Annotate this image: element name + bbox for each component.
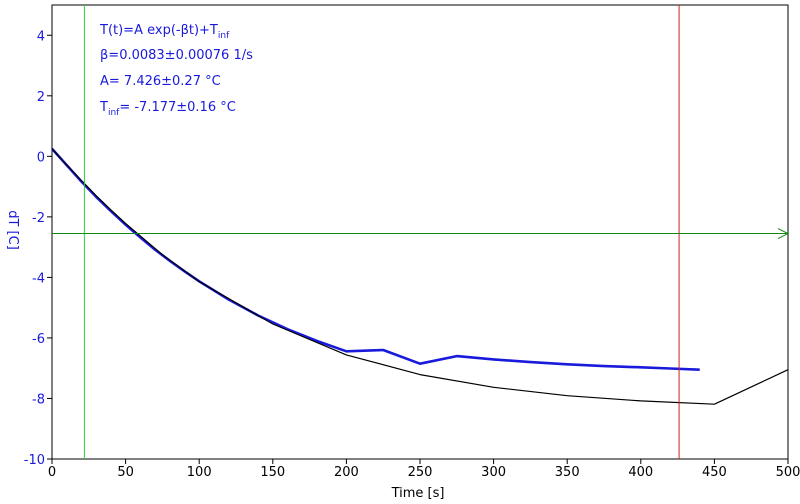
cursor-layer	[52, 5, 790, 459]
y-tick-label: -6	[32, 332, 45, 347]
fit-series-line	[51, 148, 789, 405]
svg-text:T(t)=A exp(-βt)+Tinf: T(t)=A exp(-βt)+Tinf	[99, 23, 230, 41]
x-tick-label: 400	[628, 465, 653, 480]
x-tick-label: 450	[702, 465, 727, 480]
y-axis: 4 2 0 -2 -4 -6 -8 -10	[24, 29, 52, 468]
x-tick-label: 500	[776, 465, 800, 480]
y-tick-label: -2	[32, 211, 45, 226]
fit-annotation: T(t)=A exp(-βt)+Tinf β=0.0083±0.00076 1/…	[99, 23, 253, 118]
y-tick-label: 0	[37, 150, 45, 165]
fit-formula: T(t)=A exp(-βt)+T	[99, 23, 218, 38]
y-tick-label: -10	[24, 453, 45, 468]
fit-beta: β=0.0083±0.00076 1/s	[100, 48, 253, 63]
fit-tinf-subscript: inf	[108, 108, 120, 118]
x-tick-label: 250	[408, 465, 433, 480]
y-tick-label: 4	[37, 29, 45, 44]
x-tick-label: 100	[187, 465, 212, 480]
x-tick-label: 200	[334, 465, 359, 480]
series-layer	[51, 147, 789, 405]
fit-formula-subscript: inf	[218, 31, 230, 41]
x-axis: 0 50 100 150 200 250 300 350 400 450 500	[48, 459, 800, 480]
y-tick-label: -8	[32, 392, 45, 407]
x-tick-label: 300	[481, 465, 506, 480]
y-axis-label: dT [C]	[5, 210, 20, 250]
x-tick-label: 0	[48, 465, 56, 480]
y-tick-label: -4	[32, 271, 45, 286]
x-tick-label: 150	[260, 465, 285, 480]
x-axis-label: Time [s]	[391, 486, 445, 501]
measured-series-line	[51, 147, 700, 371]
fit-amplitude: A= 7.426±0.27 °C	[100, 74, 221, 89]
x-tick-label: 50	[117, 465, 134, 480]
cursor-arrow-icon	[777, 228, 790, 239]
y-tick-label: 2	[37, 90, 45, 105]
fit-tinf-value: = -7.177±0.16 °C	[119, 100, 235, 115]
svg-text:Tinf= -7.177±0.16 °C: Tinf= -7.177±0.16 °C	[99, 100, 236, 118]
fit-tinf-symbol: T	[99, 100, 108, 115]
x-tick-label: 350	[555, 465, 580, 480]
